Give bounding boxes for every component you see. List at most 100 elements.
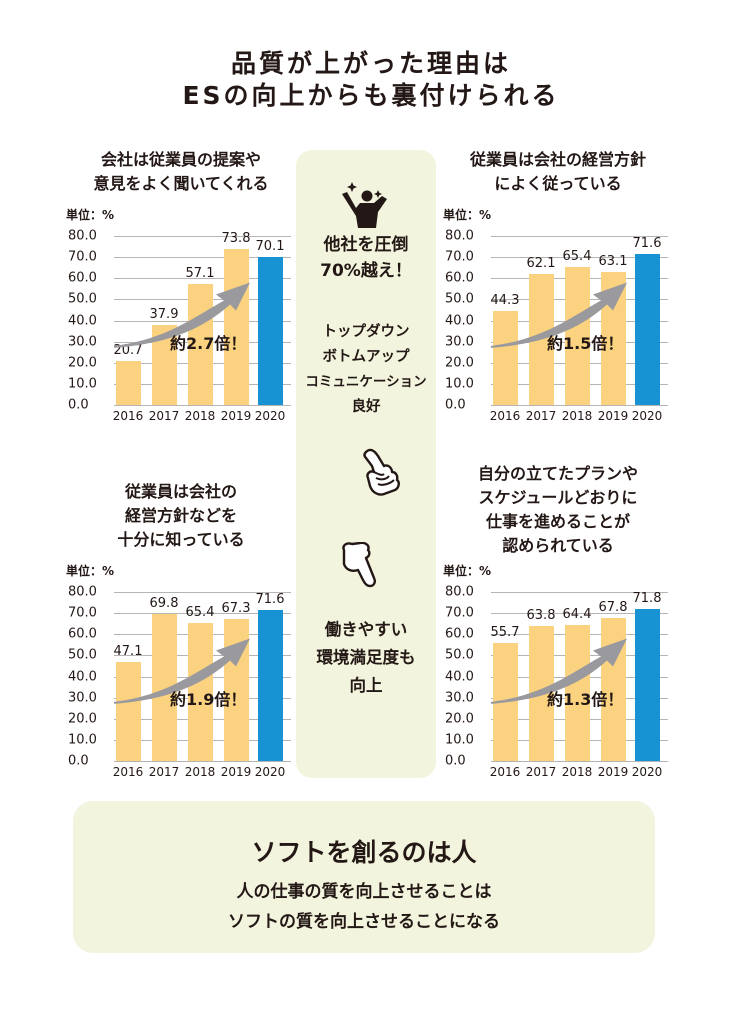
bar-2016 [492, 311, 518, 405]
y-tick-label: 0.0 [68, 753, 89, 769]
center-text-3-line2: 環境満足度も [316, 648, 416, 667]
bar-value-label: 71.8 [632, 591, 662, 607]
y-tick-label: 0.0 [445, 397, 466, 413]
y-tick-label: 50.0 [445, 291, 474, 307]
y-tick-label: 70.0 [445, 249, 474, 265]
y-tick-label: 40.0 [445, 313, 474, 328]
unit-label: 単位：% [443, 564, 492, 578]
page-title-line2: ESの向上からも裏付けられる [182, 81, 560, 110]
gridline [114, 592, 291, 593]
growth-arrow-icon [114, 282, 250, 348]
center-text-3-line1: 働きやすい [324, 620, 408, 639]
ratio-annotation: 約1.5倍！ [547, 333, 624, 353]
center-text-2-line4: 良好 [351, 399, 381, 415]
bar-value-label: 71.6 [632, 235, 662, 251]
chart-title-line1: 従業員は会社の経営方針 [469, 150, 646, 169]
chart-title-line1: 従業員は会社の [124, 482, 237, 501]
bar-2020 [257, 256, 283, 405]
y-tick-label: 60.0 [68, 270, 97, 286]
x-tick-label: 2016 [489, 765, 521, 779]
chart-title-line3: 仕事を進めることが [485, 512, 630, 531]
y-tick-label: 50.0 [68, 291, 97, 307]
bar-2018 [187, 284, 213, 405]
pointing-up-hand-icon [363, 448, 400, 496]
growth-arrow-icon [491, 638, 627, 704]
bar-value-label: 67.8 [598, 599, 628, 615]
y-tick-label: 40.0 [68, 313, 97, 328]
center-text-3-line3: 向上 [349, 676, 383, 695]
chart-title: 会社は従業員の提案や 意見をよく聞いてくれる [66, 148, 296, 196]
bar-value-label: 44.3 [490, 293, 520, 309]
center-text-2-line3: コミュニケーション [305, 374, 427, 390]
y-tick-label: 60.0 [68, 626, 97, 642]
center-text-1-line2: 70%越え！ [320, 261, 412, 281]
x-tick-label: 2017 [525, 765, 557, 779]
bar-value-label: 73.8 [221, 231, 251, 247]
bar-2018 [564, 624, 590, 761]
chart-know-policy: 従業員は会社の 経営方針などを 十分に知っている 単位：% 80.0 70.0 60… [66, 480, 296, 780]
y-tick-label: 20.0 [68, 355, 97, 371]
x-tick-label: 2020 [631, 765, 663, 779]
x-tick-label: 2016 [112, 409, 144, 423]
gridline [491, 613, 668, 615]
x-tick-label: 2016 [112, 765, 144, 779]
unit-label: 単位：% [443, 208, 492, 222]
plot-area: 80.0 70.0 60.0 50.0 40.0 30.0 20.0 10.0 0.0 47.1 2… [66, 584, 296, 784]
y-tick-label: 40.0 [68, 669, 97, 684]
bar-value-label: 47.1 [113, 643, 143, 659]
chart-title: 従業員は会社の 経営方針などを 十分に知っている [66, 480, 296, 552]
y-tick-label: 10.0 [68, 376, 97, 392]
x-tick-label: 2019 [597, 409, 629, 423]
y-tick-label: 10.0 [68, 732, 97, 748]
x-tick-label: 2019 [220, 409, 252, 423]
bar-2020 [634, 609, 660, 761]
y-tick-label: 70.0 [68, 605, 97, 621]
chart-title-line1: 自分の立てたプランや [477, 464, 638, 483]
chart-follow-policy: 従業員は会社の経営方針 によく従っている 単位：% 80.0 70.0 60.0 50… [443, 148, 673, 428]
bar-value-label: 70.1 [255, 238, 285, 254]
chart-title-line2: によく従っている [494, 174, 622, 193]
ratio-annotation: 約1.9倍！ [170, 689, 247, 709]
x-tick-label: 2016 [489, 409, 521, 423]
y-tick-label: 70.0 [445, 605, 474, 621]
gridline [114, 236, 291, 237]
bottom-line2: ソフトの質を向上させることになる [228, 912, 500, 932]
chart-title-line2: 経営方針などを [124, 506, 237, 525]
x-tick-label: 2018 [561, 765, 593, 779]
y-tick-label: 70.0 [68, 249, 97, 265]
gridline [491, 236, 668, 237]
chart-title: 従業員は会社の経営方針 によく従っている [443, 148, 673, 196]
gridline [114, 257, 291, 259]
chart-title-line1: 会社は従業員の提案や [100, 150, 261, 169]
x-tick-label: 2020 [631, 409, 663, 423]
page-title-line1: 品質が上がった理由は [230, 49, 511, 78]
plot-area: 80.0 70.0 60.0 50.0 40.0 30.0 20.0 10.0 0.0 20.7 2… [66, 228, 296, 428]
y-tick-label: 20.0 [68, 711, 97, 727]
x-tick-label: 2020 [254, 409, 286, 423]
y-tick-label: 30.0 [68, 334, 97, 350]
x-tick-label: 2018 [184, 765, 216, 779]
bar-2020 [257, 609, 283, 761]
bar-2018 [564, 266, 590, 405]
chart-title-line3: 十分に知っている [117, 530, 245, 549]
y-tick-label: 20.0 [445, 711, 474, 727]
chart-title-line2: 意見をよく聞いてくれる [93, 174, 269, 193]
y-tick-label: 50.0 [68, 647, 97, 663]
y-tick-label: 10.0 [445, 732, 474, 748]
gridline [491, 761, 668, 762]
bottom-line1: 人の仕事の質を向上させることは [236, 882, 492, 902]
unit-label: 単位：% [66, 564, 115, 578]
x-tick-label: 2018 [561, 409, 593, 423]
bar-2019 [223, 249, 249, 405]
cheering-person-icon [342, 182, 387, 228]
growth-arrow-icon [491, 282, 627, 348]
gridline [114, 405, 291, 406]
growth-arrow-icon [114, 638, 250, 704]
y-tick-label: 80.0 [445, 228, 474, 244]
x-tick-label: 2017 [148, 409, 180, 423]
bar-value-label: 63.1 [598, 253, 628, 269]
center-text-2-line2: ボトムアップ [322, 349, 410, 365]
x-tick-label: 2017 [148, 765, 180, 779]
y-tick-label: 80.0 [445, 584, 474, 600]
y-tick-label: 40.0 [445, 669, 474, 684]
